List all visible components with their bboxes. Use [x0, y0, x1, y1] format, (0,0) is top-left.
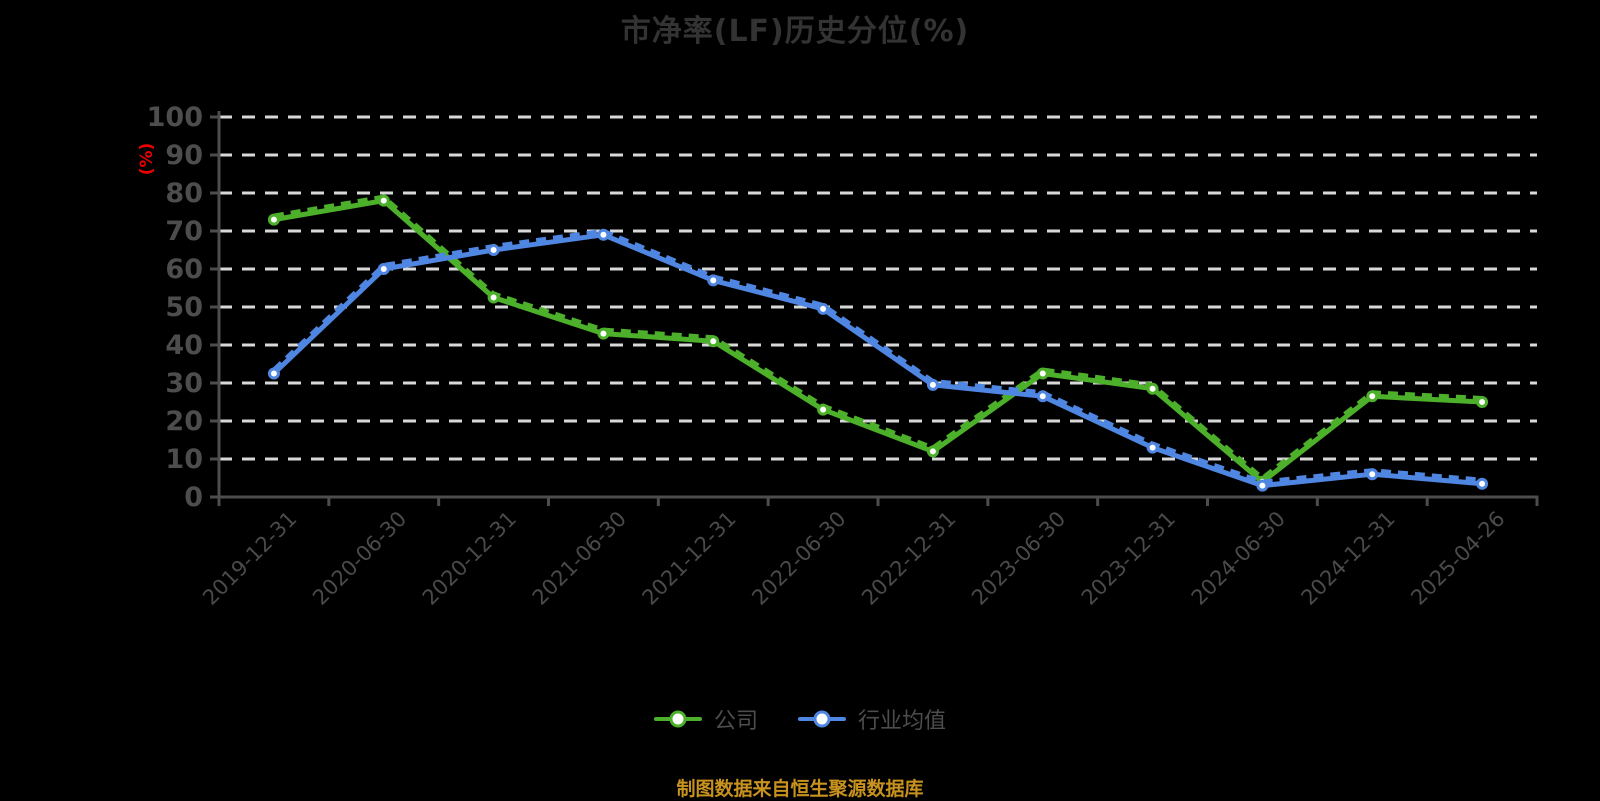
data-point-行业均值-2023-12-31 — [1146, 441, 1159, 454]
y-tick-label-90: 90 — [165, 140, 203, 171]
data-point-公司-2025-04-26 — [1476, 396, 1489, 408]
data-point-公司-2023-12-31 — [1146, 382, 1159, 395]
series-dashed-line-行业均值 — [272, 228, 1483, 484]
y-tick-label-30: 30 — [165, 368, 203, 399]
x-tick-label-2023-12-31: 2023-12-31 — [1077, 507, 1180, 610]
series-line-公司 — [271, 198, 1485, 485]
data-point-公司-2022-12-31 — [926, 445, 939, 458]
data-point-公司-2020-06-30 — [377, 194, 390, 207]
data-point-公司-2021-06-30 — [597, 327, 610, 340]
x-tick-label-2022-06-30: 2022-06-30 — [747, 507, 850, 610]
y-tick-label-100: 100 — [147, 102, 203, 133]
x-tick-label-2020-12-31: 2020-12-31 — [418, 507, 521, 610]
x-tick-label-2021-06-30: 2021-06-30 — [528, 507, 631, 610]
y-tick-label-40: 40 — [165, 330, 203, 361]
x-tick-label-2020-06-30: 2020-06-30 — [308, 507, 411, 610]
legend-label-industry-average: 行业均值 — [858, 709, 947, 734]
data-point-公司-2024-12-31 — [1366, 390, 1379, 403]
y-tick-label-0: 0 — [184, 482, 203, 513]
data-point-行业均值-2022-12-31 — [926, 378, 939, 391]
data-point-行业均值-2020-06-30 — [377, 263, 390, 275]
data-point-行业均值-2020-12-31 — [487, 244, 500, 256]
x-tick-label-2023-06-30: 2023-06-30 — [967, 507, 1070, 610]
y-tick-label-10: 10 — [165, 444, 203, 475]
data-point-公司-2023-06-30 — [1036, 367, 1049, 380]
data-point-公司-2021-12-31 — [707, 335, 720, 348]
data-point-行业均值-2025-04-26 — [1476, 477, 1489, 490]
chart-title: 市净率(LF)历史分位(%) — [620, 14, 970, 49]
data-point-行业均值-2024-06-30 — [1256, 479, 1269, 492]
data-point-公司-2020-12-31 — [487, 291, 500, 304]
legend-label-company: 公司 — [713, 709, 758, 734]
y-tick-label-20: 20 — [165, 406, 203, 437]
data-point-行业均值-2019-12-31 — [267, 367, 280, 380]
y-tick-label-60: 60 — [165, 254, 203, 285]
x-tick-label-2024-12-31: 2024-12-31 — [1297, 507, 1400, 610]
series-line-行业均值 — [271, 232, 1485, 489]
data-point-行业均值-2023-06-30 — [1036, 390, 1049, 403]
series-dashed-line-公司 — [273, 194, 1483, 480]
chart-canvas: 0 10 20 30 40 50 60 70 80 90 100 2019-12-31 2020-06-… — [147, 102, 1539, 610]
x-tick-label-2022-12-31: 2022-12-31 — [857, 507, 960, 610]
chart-legend: 公司 行业均值 — [0, 703, 1600, 735]
legend-item-industry-average[interactable]: 行业均值 — [798, 703, 946, 735]
x-tick-label-2025-04-26: 2025-04-26 — [1406, 507, 1509, 610]
legend-item-company[interactable]: 公司 — [653, 703, 758, 735]
industry-series-marker-icon — [798, 709, 846, 729]
data-point-行业均值-2022-06-30 — [817, 302, 830, 315]
data-point-行业均值-2021-12-31 — [707, 274, 720, 287]
data-point-公司-2022-06-30 — [817, 403, 830, 416]
x-tick-label-2021-12-31: 2021-12-31 — [638, 507, 741, 610]
y-tick-label-50: 50 — [165, 292, 203, 323]
y-tick-label-80: 80 — [165, 178, 203, 209]
data-point-行业均值-2021-06-30 — [597, 228, 610, 241]
data-source-note: 制图数据来自恒生聚源数据库 — [676, 778, 924, 800]
y-tick-label-70: 70 — [165, 216, 203, 247]
data-point-公司-2019-12-31 — [267, 213, 280, 226]
data-point-行业均值-2024-12-31 — [1366, 468, 1379, 481]
x-tick-label-2019-12-31: 2019-12-31 — [198, 507, 301, 610]
x-tick-label-2024-06-30: 2024-06-30 — [1187, 507, 1290, 610]
company-series-marker-icon — [653, 709, 702, 729]
